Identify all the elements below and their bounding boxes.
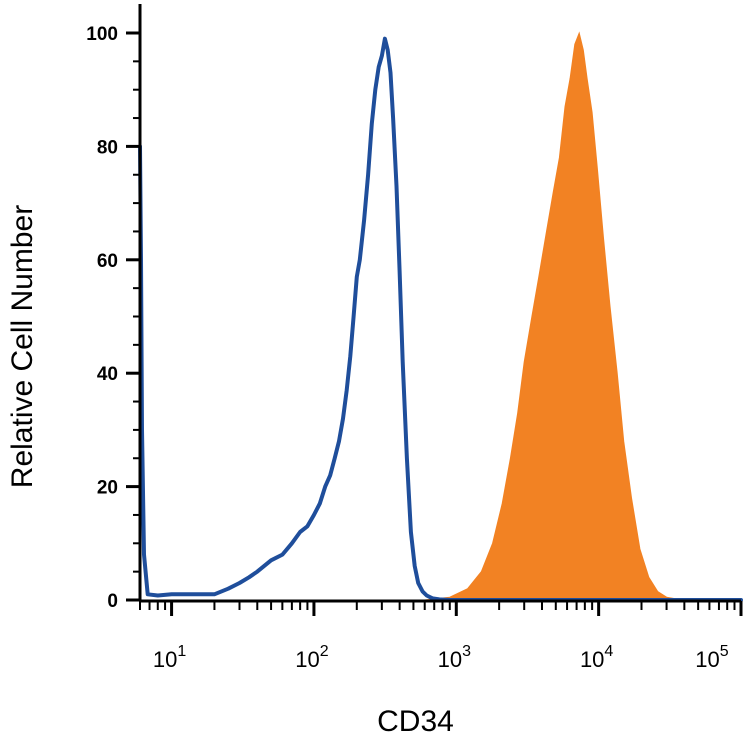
x-tick-label: 103: [438, 643, 471, 672]
y-tick-label: 20: [97, 478, 118, 499]
y-tick-label: 60: [97, 251, 118, 272]
x-tick-label: 104: [580, 643, 613, 672]
y-tick-label: 100: [86, 24, 118, 45]
x-axis-title: CD34: [377, 705, 454, 738]
y-axis-ticks: 0 20 40 60 80 100: [86, 24, 140, 612]
x-axis-ticks: 101 102 103 104 105: [139, 601, 743, 672]
y-tick-label: 80: [97, 137, 118, 158]
axis-layer: [138, 4, 741, 603]
x-tick-label: 101: [153, 643, 186, 672]
x-tick-label: 102: [295, 643, 328, 672]
y-tick-label: 40: [97, 364, 118, 385]
series-layer: [138, 31, 743, 602]
x-tick-label: 105: [695, 643, 728, 672]
y-tick-label: 0: [107, 591, 118, 612]
y-axis-title: Relative Cell Number: [6, 205, 39, 488]
series-outline-histogram: [138, 36, 743, 602]
series-filled-histogram: [140, 31, 741, 601]
